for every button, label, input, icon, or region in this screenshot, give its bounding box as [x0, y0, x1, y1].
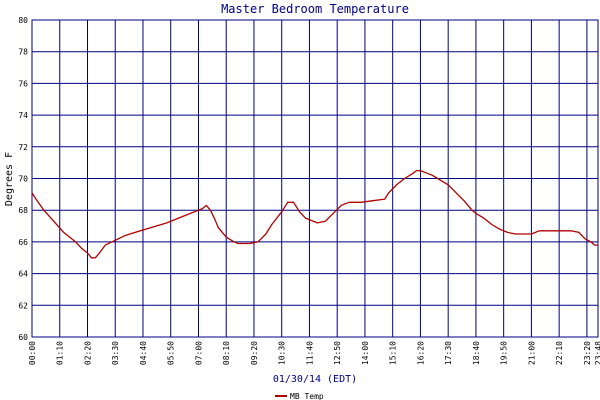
y-tick-label: 74 — [18, 111, 28, 120]
x-tick-label: 22:10 — [555, 341, 564, 365]
x-tick-label: 16:20 — [416, 341, 425, 365]
x-tick-label: 23:48 — [594, 341, 600, 365]
x-tick-label: 00:00 — [28, 341, 37, 365]
x-tick-label: 08:10 — [222, 341, 231, 365]
x-tick-label: 17:30 — [444, 341, 453, 365]
chart-title: Master Bedroom Temperature — [221, 2, 409, 16]
y-tick-label: 72 — [18, 143, 28, 152]
x-tick-label: 09:20 — [250, 341, 259, 365]
x-tick-label: 15:10 — [389, 341, 398, 365]
x-tick-label: 02:20 — [83, 341, 92, 365]
y-tick-label: 64 — [18, 270, 28, 279]
y-tick-label: 76 — [18, 79, 28, 88]
x-tick-label: 18:40 — [472, 341, 481, 365]
x-axis-label: 01/30/14 (EDT) — [273, 374, 357, 385]
x-tick-label: 12:50 — [333, 341, 342, 365]
x-tick-label: 03:30 — [111, 341, 120, 365]
y-tick-label: 68 — [18, 206, 28, 215]
plot-area — [31, 19, 599, 338]
x-tick-labels: 00:00 01:10 02:20 03:30 04:40 05:50 07:00 08:10… — [28, 341, 600, 365]
x-tick-label: 10:30 — [278, 341, 287, 365]
y-tick-label: 80 — [18, 16, 28, 25]
y-tick-label: 62 — [18, 301, 28, 310]
x-tick-label: 14:00 — [361, 341, 370, 365]
x-tick-label: 21:00 — [527, 341, 536, 365]
x-tick-label: 19:50 — [500, 341, 509, 365]
x-tick-label: 05:50 — [167, 341, 176, 365]
y-tick-labels: 60 62 64 66 68 70 72 74 76 78 80 — [18, 16, 28, 342]
x-tick-label: 04:40 — [139, 341, 148, 365]
y-tick-label: 66 — [18, 238, 28, 247]
y-tick-label: 78 — [18, 48, 28, 57]
legend: MB Temp — [275, 392, 324, 400]
series-line-mb-temp — [31, 169, 598, 259]
y-tick-label: 70 — [18, 175, 28, 184]
x-tick-label: 01:10 — [56, 341, 65, 365]
y-tick-label: 60 — [18, 333, 28, 342]
x-tick-label: 07:00 — [194, 341, 203, 365]
y-axis-label: Degrees F — [4, 152, 15, 206]
x-tick-label: 11:40 — [305, 341, 314, 365]
x-tick-label: 23:20 — [583, 341, 592, 365]
legend-label-mb-temp: MB Temp — [290, 392, 324, 400]
